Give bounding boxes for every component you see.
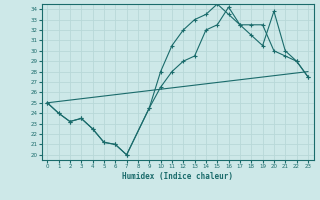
X-axis label: Humidex (Indice chaleur): Humidex (Indice chaleur) bbox=[122, 172, 233, 181]
